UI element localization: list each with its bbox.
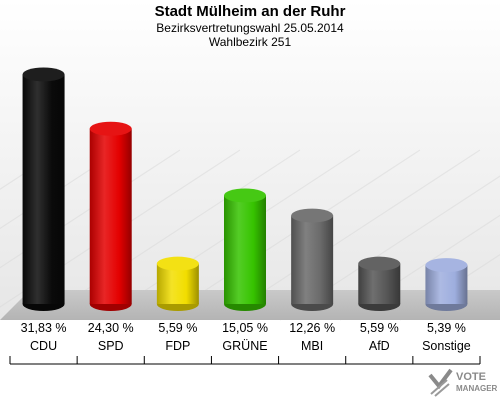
category-label: MBI [301,339,323,353]
value-label: 31,83 % [21,321,67,335]
bar-top [358,256,401,271]
bar-sonstige [425,258,468,311]
bar-spd [89,121,132,311]
bars [22,67,468,311]
category-label: Sonstige [422,339,471,353]
logo-text-line2: MANAGER [456,384,497,393]
bar-grüne [224,188,266,311]
category-label: SPD [98,339,124,353]
chart-subtitle-district: Wahlbezirk 251 [208,35,292,49]
bar-top [291,208,334,223]
bar-top [425,258,468,273]
bar-body [22,74,65,305]
category-label: FDP [165,339,190,353]
bar-body [291,215,334,304]
bar-afd [358,256,401,311]
bar-top [22,67,65,82]
logo-text-line1: VOTE [456,371,486,383]
category-label: CDU [30,339,57,353]
category-label: AfD [369,339,390,353]
bar-mbi [291,208,334,311]
bar-body [89,128,132,304]
chart-title: Stadt Mülheim an der Ruhr [154,3,346,20]
value-label: 5,59 % [360,321,399,335]
value-label: 24,30 % [88,321,134,335]
bar-fdp [156,256,199,311]
bar-top [224,188,266,203]
value-label: 5,39 % [427,321,466,335]
labels: 31,83 % CDU 24,30 % SPD 5,59 % FDP 15,05 % GRÜN… [9,321,481,365]
bar-cdu [22,67,65,311]
logo-mark-icon [428,368,453,397]
value-label: 12,26 % [289,321,335,335]
chart-subtitle: Bezirksvertretungswahl 25.05.2014 [156,21,344,35]
value-label: 5,59 % [158,321,197,335]
bar-body [224,195,266,304]
bar-top [89,121,132,136]
value-label: 15,05 % [222,321,268,335]
chart-header: Stadt Mülheim an der Ruhr Bezirksvertret… [0,2,500,49]
category-label: GRÜNE [222,339,267,353]
bar-top [156,256,199,271]
vote-manager-logo: VOTE MANAGER [428,368,497,397]
